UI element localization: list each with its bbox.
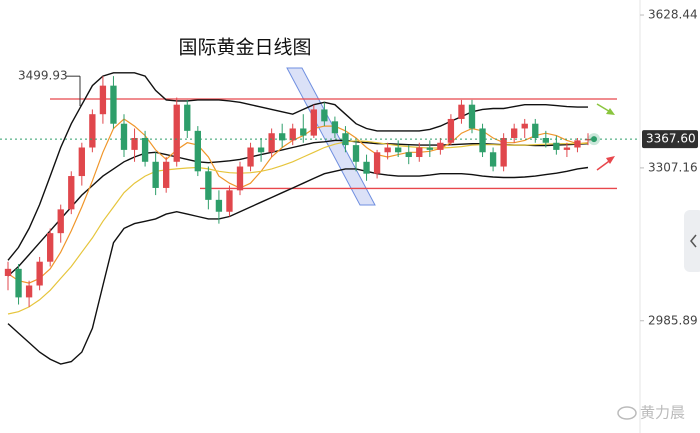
- candle-body: [521, 123, 528, 129]
- indicator-line: [7, 166, 589, 365]
- candle-body: [468, 104, 476, 129]
- candle-body: [215, 199, 223, 212]
- up-arrow-head: [606, 156, 615, 164]
- last-price-dot: [591, 136, 597, 143]
- candle-body: [152, 161, 159, 188]
- candle-body: [532, 123, 539, 138]
- last-price-label: 3367.60: [646, 132, 696, 146]
- candle-body: [553, 142, 560, 150]
- candle-body: [47, 233, 54, 262]
- candle-body: [57, 209, 64, 234]
- high-label: 3499.93: [18, 69, 68, 83]
- candle-body: [289, 128, 296, 141]
- watermark-icon: [617, 406, 637, 420]
- candle-body: [173, 104, 180, 162]
- falling-channel: [286, 67, 376, 206]
- candle-body: [300, 128, 307, 136]
- candle-body: [68, 176, 75, 210]
- collapse-tab[interactable]: [684, 210, 700, 272]
- candle-body: [574, 140, 581, 148]
- candle-body: [584, 138, 592, 141]
- y-tick-label: 2985.89: [648, 313, 698, 327]
- candle-body: [89, 114, 96, 148]
- candle-body: [563, 147, 571, 150]
- chevron-icon: [690, 234, 697, 248]
- candle-body: [163, 161, 170, 188]
- candle-body: [500, 137, 507, 167]
- candle-body: [437, 142, 444, 150]
- candle-body: [489, 152, 497, 167]
- y-tick-label: 3307.16: [648, 160, 698, 174]
- candle-body: [257, 147, 265, 153]
- chart-title: 国际黄金日线图: [178, 37, 311, 59]
- candle-body: [279, 133, 286, 141]
- candle-body: [416, 147, 423, 158]
- candle-body: [236, 166, 244, 191]
- candle-body: [384, 147, 391, 153]
- candle-body: [447, 118, 455, 143]
- candle-body: [479, 128, 486, 153]
- candle-body: [141, 137, 149, 162]
- candle-body: [25, 285, 33, 298]
- candle-body: [511, 128, 518, 138]
- indicator-line: [7, 140, 589, 315]
- candle-body: [205, 171, 212, 200]
- down-arrow-head: [606, 108, 615, 115]
- watermark: 黄力晨: [617, 404, 685, 422]
- candle-body: [426, 147, 433, 150]
- watermark-text: 黄力晨: [640, 404, 685, 422]
- candle-body: [15, 268, 22, 298]
- candle-body: [458, 104, 465, 119]
- candle-body: [363, 161, 370, 174]
- plot-area: [4, 67, 617, 365]
- side-tab[interactable]: [684, 210, 700, 272]
- candle-body: [321, 109, 328, 122]
- candle-body: [247, 147, 254, 167]
- candle-body: [405, 152, 412, 158]
- candle-body: [120, 123, 128, 150]
- candle-body: [131, 137, 138, 150]
- arrows: [596, 103, 615, 171]
- last-price-box: [642, 130, 698, 149]
- candle-body: [373, 152, 381, 174]
- candle-body: [36, 261, 43, 286]
- candle-body: [542, 137, 549, 143]
- candle-body: [331, 121, 339, 134]
- candle-body: [184, 104, 191, 131]
- candle-body: [99, 85, 107, 115]
- candle-body: [268, 133, 275, 153]
- candle-body: [352, 145, 360, 162]
- candle-body: [110, 85, 117, 124]
- candle-body: [194, 130, 201, 172]
- indicator-line: [7, 118, 589, 284]
- candle-body: [395, 147, 402, 153]
- indicator-line: [7, 72, 588, 261]
- candle-body: [4, 268, 12, 276]
- y-tick-label: 3628.44: [648, 8, 698, 22]
- candle-body: [78, 147, 85, 177]
- candle-body: [226, 190, 233, 212]
- candle-body: [310, 109, 317, 136]
